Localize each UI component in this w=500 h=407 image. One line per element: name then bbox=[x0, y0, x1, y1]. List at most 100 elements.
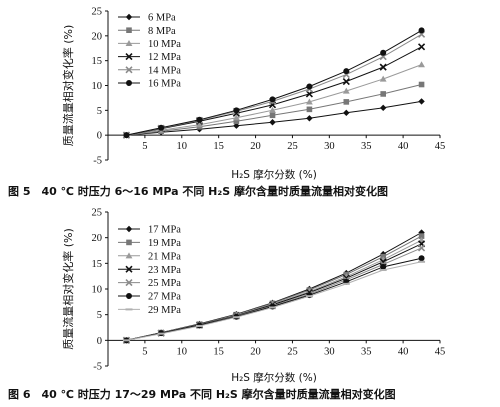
x-tick-label: 10 bbox=[177, 346, 188, 357]
chart1-caption: 图 5 40 ℃ 时压力 6～16 MPa 不同 H₂S 摩尔含量时质量流量相对… bbox=[8, 184, 388, 198]
data-point bbox=[269, 119, 276, 126]
x-tick-label: 25 bbox=[287, 141, 298, 152]
data-point bbox=[417, 244, 426, 252]
data-point bbox=[195, 324, 203, 327]
data-point bbox=[305, 295, 313, 298]
legend-label: 21 MPa bbox=[148, 251, 181, 262]
chart-fig5: -5 0 5 10 15 20 25 5 10 15 20 25 30 35 40 45 质量流量相对变化率 (… bbox=[61, 7, 445, 182]
legend-marker bbox=[125, 13, 133, 21]
x-tick-label: 15 bbox=[213, 346, 224, 357]
data-point bbox=[418, 27, 425, 34]
legend-label: 19 MPa bbox=[148, 238, 181, 249]
y-tick-label: -5 bbox=[93, 362, 102, 373]
data-point bbox=[418, 98, 425, 105]
data-point bbox=[380, 49, 387, 56]
data-point bbox=[418, 260, 426, 263]
y-axis-label: 质量流量相对变化率 (%) bbox=[61, 25, 75, 147]
legend-label: 10 MPa bbox=[148, 39, 181, 50]
legend-marker bbox=[125, 308, 133, 311]
x-tick-label: 5 bbox=[142, 141, 147, 152]
data-point bbox=[306, 83, 313, 90]
data-point bbox=[379, 269, 387, 272]
data-point bbox=[233, 118, 240, 125]
data-point bbox=[306, 115, 313, 122]
data-point bbox=[379, 104, 387, 112]
data-point bbox=[418, 255, 425, 262]
data-point bbox=[232, 114, 240, 121]
x-axis-label: H₂S 摩尔分数 (%) bbox=[231, 371, 317, 384]
data-point bbox=[232, 316, 240, 319]
y-tick-label: 0 bbox=[97, 336, 102, 347]
y-tick-label: 10 bbox=[92, 81, 103, 92]
x-tick-label: 35 bbox=[361, 346, 372, 357]
y-tick-label: 20 bbox=[92, 31, 103, 42]
y-tick-label: 25 bbox=[92, 7, 103, 18]
legend-marker bbox=[126, 239, 132, 246]
x-tick-label: 15 bbox=[213, 141, 224, 152]
x-tick-label: 30 bbox=[324, 346, 335, 357]
data-point bbox=[379, 75, 387, 82]
legend-marker bbox=[125, 53, 133, 61]
legend-label: 8 MPa bbox=[148, 26, 176, 37]
data-point bbox=[269, 96, 276, 103]
x-tick-label: 20 bbox=[250, 141, 261, 152]
data-point bbox=[306, 98, 313, 105]
y-tick-label: 5 bbox=[97, 106, 102, 117]
data-point bbox=[269, 112, 276, 119]
data-point bbox=[269, 106, 276, 113]
data-point bbox=[233, 122, 240, 129]
legend-marker bbox=[125, 40, 133, 46]
y-tick-label: 10 bbox=[92, 285, 103, 296]
chart-fig6: -5 0 5 10 15 20 25 5 10 15 20 25 30 35 40 45 质量流量相对变化率 (… bbox=[61, 208, 445, 385]
legend-label: 23 MPa bbox=[148, 265, 181, 276]
legend-label: 17 MPa bbox=[148, 225, 181, 236]
legend-marker bbox=[125, 279, 133, 287]
y-tick-label: 20 bbox=[92, 233, 103, 244]
data-point bbox=[379, 63, 387, 71]
legend-marker bbox=[125, 66, 133, 74]
data-point bbox=[380, 263, 387, 270]
legend-marker bbox=[125, 225, 133, 233]
data-point bbox=[233, 107, 240, 114]
x-tick-label: 30 bbox=[324, 141, 335, 152]
legend-marker bbox=[126, 293, 132, 299]
data-point bbox=[343, 109, 350, 117]
x-tick-label: 25 bbox=[287, 346, 298, 357]
y-tick-label: 5 bbox=[97, 310, 102, 321]
x-tick-label: 45 bbox=[435, 346, 446, 357]
data-point bbox=[196, 116, 203, 123]
x-tick-label: 35 bbox=[361, 141, 372, 152]
data-point bbox=[306, 106, 313, 113]
data-point bbox=[342, 282, 350, 285]
legend-label: 29 MPa bbox=[148, 305, 181, 316]
legend-label: 14 MPa bbox=[148, 65, 181, 76]
legend-label: 6 MPa bbox=[148, 13, 176, 24]
data-point bbox=[418, 81, 425, 88]
y-tick-label: 15 bbox=[92, 259, 103, 270]
data-point bbox=[418, 233, 425, 239]
legend-marker bbox=[126, 27, 132, 33]
legend-label: 27 MPa bbox=[148, 292, 181, 303]
legend-marker bbox=[126, 80, 132, 86]
y-tick-label: -5 bbox=[93, 156, 102, 167]
y-tick-label: 25 bbox=[92, 208, 103, 219]
legend-marker bbox=[125, 252, 133, 259]
legend-label: 25 MPa bbox=[148, 278, 181, 289]
legend-label: 16 MPa bbox=[148, 79, 181, 90]
y-tick-label: 15 bbox=[92, 56, 103, 67]
x-tick-label: 10 bbox=[177, 141, 188, 152]
data-point bbox=[343, 99, 350, 105]
legend-label: 12 MPa bbox=[148, 52, 181, 63]
x-tick-label: 40 bbox=[398, 141, 409, 152]
data-point bbox=[418, 61, 425, 68]
x-axis-label: H₂S 摩尔分数 (%) bbox=[231, 168, 317, 181]
data-point bbox=[343, 68, 350, 75]
data-point bbox=[380, 91, 386, 97]
x-tick-label: 45 bbox=[435, 141, 446, 152]
data-point bbox=[157, 332, 165, 335]
data-point bbox=[123, 132, 130, 139]
x-tick-label: 5 bbox=[142, 346, 147, 357]
chart2-caption: 图 6 40 ℃ 时压力 17～29 MPa 不同 H₂S 摩尔含量时质量流量相… bbox=[8, 387, 396, 401]
data-point bbox=[122, 339, 130, 342]
